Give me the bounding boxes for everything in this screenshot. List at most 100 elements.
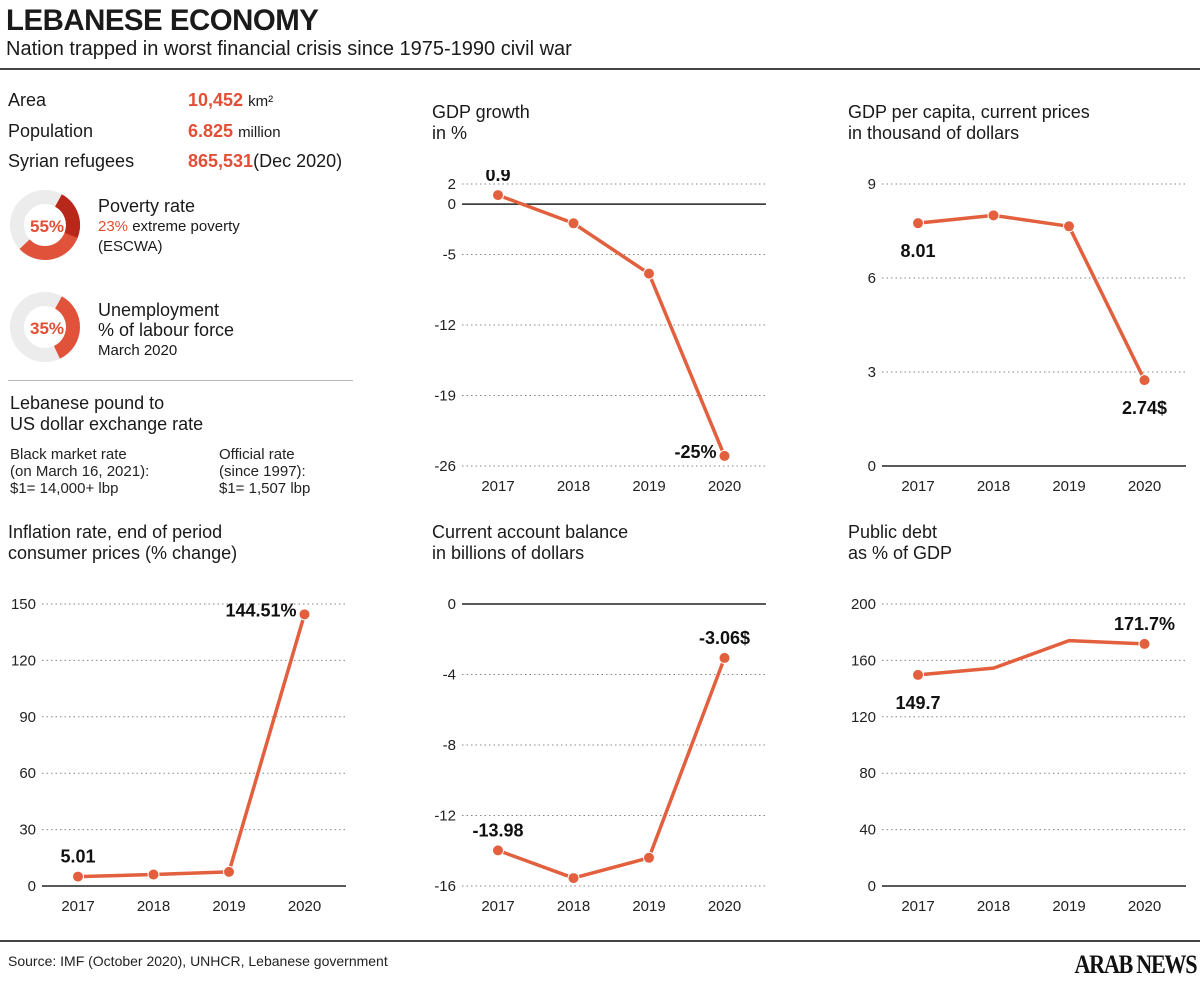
series-line [917,638,1145,677]
y-tick-label: 0 [868,458,876,475]
current-account-title: Current account balance in billions of d… [432,522,628,564]
data-label: 0.9 [485,170,510,185]
unemployment-date: March 2020 [98,342,178,359]
exchange-title-line1: Lebanese pound to [10,393,165,413]
y-tick-label: 80 [859,765,876,782]
official-line3: $1= 1,507 lbp [219,480,311,497]
y-tick-label: -5 [443,247,456,264]
data-point [492,844,504,857]
poverty-donut-extreme-arc [54,194,80,238]
black-market-line2: (on March 16, 2021): [10,463,150,480]
x-tick-label: 2019 [1052,898,1085,915]
gdp-per-capita-chart: 9 6 3 0 2017 2018 2019 2020 8.01 2.74$ [868,176,1186,495]
brand-logo: ARAB NEWS [1074,950,1197,979]
fact-population-unit: million [238,124,281,141]
source-note: Source: IMF (October 2020), UNHCR, Leban… [8,953,388,969]
section-divider [8,380,353,381]
fact-population-label: Population [8,121,94,141]
data-label: 149.7 [895,693,940,713]
y-tick-label: 90 [19,709,36,726]
poverty-donut: 55% [10,190,80,260]
inflation-title-2: consumer prices (% change) [8,543,238,563]
current-account-title-1: Current account balance [432,522,629,542]
inflation-title: Inflation rate, end of period consumer p… [8,522,237,564]
unemployment-donut: 35% [10,292,80,362]
y-tick-label: 60 [19,765,36,782]
fact-area-unit: km² [248,93,274,110]
black-market-line1: Black market rate [10,446,127,463]
y-tick-label: 0 [28,878,36,895]
data-point [72,870,84,883]
inflation-title-1: Inflation rate, end of period [8,522,223,542]
series-line [917,213,1147,381]
y-tick-label: 30 [19,822,36,839]
public-debt-title-2: as % of GDP [848,543,953,563]
x-tick-label: 2019 [632,898,665,915]
poverty-extreme-text: extreme poverty [132,218,240,235]
data-label: 171.7% [1114,614,1175,634]
data-label: 5.01 [60,847,95,867]
x-tick-label: 2018 [977,478,1010,495]
y-tick-label: -4 [443,667,456,684]
gdp-per-capita-title: GDP per capita, current prices in thousa… [848,102,1090,144]
data-point [567,217,580,230]
current-account-chart: 0 -4 -8 -12 -16 2017 2018 2019 2020 -13.98 -3.06$ [434,596,766,915]
data-point [1138,374,1151,387]
y-tick-label: 150 [11,596,36,613]
fact-refugees-label: Syrian refugees [8,151,135,171]
public-debt-title-1: Public debt [848,522,938,542]
y-tick-label: 40 [859,822,876,839]
fact-population-number: 6.825 [188,121,234,141]
gdp-growth-title-1: GDP growth [432,102,530,122]
series-line [497,193,727,457]
y-tick-label: 0 [448,196,456,213]
y-tick-label: -19 [434,388,456,405]
x-tick-label: 2020 [708,898,741,915]
data-label: -3.06$ [699,628,750,648]
x-tick-label: 2020 [288,898,321,915]
fact-refugees-number: 865,531 [188,151,254,171]
page-title: LEBANESE ECONOMY [6,4,319,37]
y-tick-label: 3 [868,364,876,381]
data-point [718,651,731,664]
x-tick-label: 2017 [481,898,514,915]
y-tick-label: -26 [434,458,456,475]
exchange-title-line2: US dollar exchange rate [10,414,204,434]
poverty-title: Poverty rate [98,196,196,216]
x-tick-label: 2020 [1128,898,1161,915]
bottom-divider [0,940,1200,942]
fact-area-number: 10,452 [188,90,244,110]
x-tick-label: 2017 [901,898,934,915]
y-tick-label: 200 [851,596,876,613]
data-point [298,608,311,621]
data-label: 2.74$ [1122,398,1167,418]
y-tick-label: -16 [434,878,456,895]
data-point [147,868,160,881]
poverty-extreme-value: 23% [98,218,129,235]
x-tick-label: 2017 [901,478,934,495]
series-line [497,657,727,880]
data-label: -25% [674,442,716,462]
top-divider [0,68,1200,70]
y-tick-label: 0 [868,878,876,895]
x-tick-label: 2018 [977,898,1010,915]
official-rate: Official rate (since 1997): $1= 1,507 lb… [219,446,310,497]
poverty-extreme: 23% extreme poverty [98,218,240,235]
current-account-title-2: in billions of dollars [432,543,585,563]
gdp-per-capita-title-1: GDP per capita, current prices [848,102,1090,122]
y-tick-label: -12 [434,808,456,825]
y-tick-label: 0 [448,596,456,613]
x-tick-label: 2017 [61,898,94,915]
data-point [643,851,655,864]
series-line [77,613,307,879]
x-tick-label: 2020 [708,478,741,495]
poverty-donut-label: 55% [30,217,64,236]
data-point [492,189,504,202]
gdp-growth-title-2: in % [432,123,468,143]
y-tick-label: 160 [851,652,876,669]
fact-area-value: 10,452 km² [188,90,273,111]
fact-area-label: Area [8,90,47,110]
black-market-line3: $1= 14,000+ lbp [10,480,119,497]
y-tick-label: 9 [868,176,876,193]
data-point [567,872,580,885]
